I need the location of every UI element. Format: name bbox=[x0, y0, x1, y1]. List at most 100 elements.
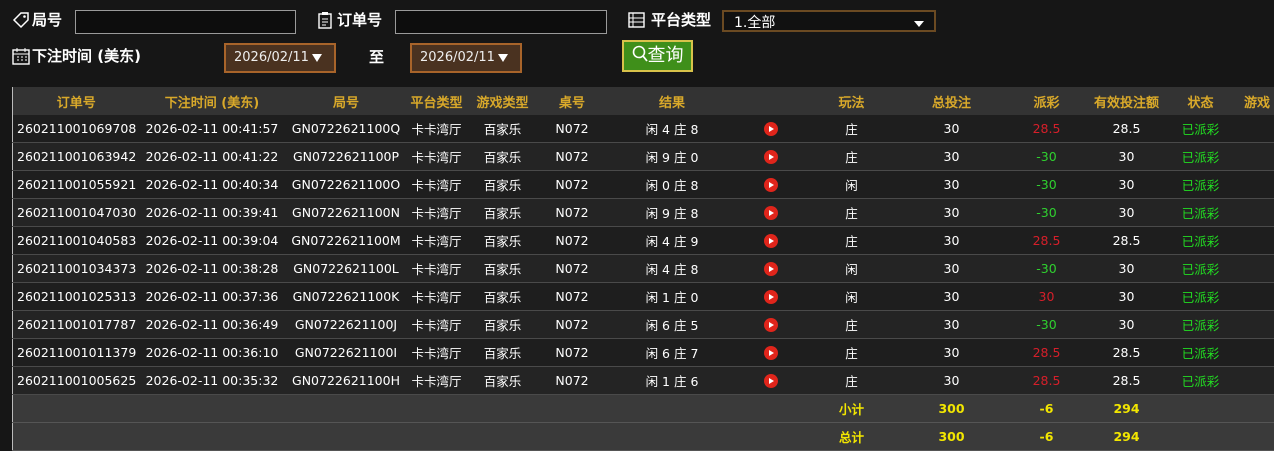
column-header: 游戏类型 bbox=[466, 87, 540, 115]
column-header: 局号 bbox=[285, 87, 408, 115]
cell: 闲 4 庄 9 bbox=[605, 227, 740, 255]
play-icon[interactable] bbox=[764, 234, 778, 248]
column-header: 平台类型 bbox=[408, 87, 466, 115]
cell: GN0722621100Q bbox=[285, 115, 408, 143]
date-to[interactable]: 2026/02/11 bbox=[410, 43, 522, 73]
cell: N072 bbox=[540, 283, 605, 311]
time-label: 下注时间 (美东) bbox=[32, 45, 141, 66]
date-from[interactable]: 2026/02/11 bbox=[224, 43, 336, 73]
cell bbox=[1240, 339, 1274, 367]
icon-header bbox=[740, 87, 802, 115]
cell: 30 bbox=[902, 283, 1002, 311]
cell: N072 bbox=[540, 255, 605, 283]
cell: 卡卡湾厅 bbox=[408, 283, 466, 311]
platform-select[interactable]: 1.全部 bbox=[722, 10, 936, 32]
cell: -30 bbox=[1002, 311, 1092, 339]
cell: 百家乐 bbox=[466, 367, 540, 395]
cell: 2026-02-11 00:41:22 bbox=[140, 143, 285, 171]
cell: 卡卡湾厅 bbox=[408, 227, 466, 255]
cell: 已派彩 bbox=[1162, 143, 1240, 171]
date-from-text: 2026/02/11 bbox=[234, 50, 309, 65]
cell: N072 bbox=[540, 115, 605, 143]
cell: 闲 bbox=[802, 255, 902, 283]
cell: -30 bbox=[1002, 171, 1092, 199]
cell: 30 bbox=[902, 311, 1002, 339]
play-icon[interactable] bbox=[764, 122, 778, 136]
empty-cell bbox=[466, 395, 540, 423]
cell: 庄 bbox=[802, 367, 902, 395]
summary-cell: -6 bbox=[1002, 395, 1092, 423]
search-button[interactable]: 查询 bbox=[622, 40, 693, 72]
summary-cell: -6 bbox=[1002, 423, 1092, 451]
cell: 卡卡湾厅 bbox=[408, 339, 466, 367]
cell: GN0722621100H bbox=[285, 367, 408, 395]
cell: GN0722621100N bbox=[285, 199, 408, 227]
column-header: 游戏 bbox=[1240, 87, 1274, 115]
cell: 已派彩 bbox=[1162, 283, 1240, 311]
empty-cell bbox=[1240, 395, 1274, 423]
empty-cell bbox=[140, 423, 285, 451]
round-input[interactable] bbox=[75, 10, 296, 34]
cell bbox=[1240, 199, 1274, 227]
doc-icon bbox=[317, 11, 333, 29]
round-label: 局号 bbox=[32, 9, 62, 30]
empty-cell bbox=[740, 395, 802, 423]
cell bbox=[1240, 255, 1274, 283]
cell: 卡卡湾厅 bbox=[408, 171, 466, 199]
play-icon[interactable] bbox=[764, 206, 778, 220]
cell: 2026-02-11 00:36:49 bbox=[140, 311, 285, 339]
cell bbox=[1240, 311, 1274, 339]
cell: 百家乐 bbox=[466, 255, 540, 283]
cell: GN0722621100O bbox=[285, 171, 408, 199]
summary-cell: 294 bbox=[1092, 395, 1162, 423]
play-icon[interactable] bbox=[764, 318, 778, 332]
select-arrow bbox=[914, 21, 924, 27]
cell: 260211001047030 bbox=[13, 199, 140, 227]
icon-cell bbox=[740, 171, 802, 199]
order-input[interactable] bbox=[395, 10, 607, 34]
column-header: 结果 bbox=[605, 87, 740, 115]
cell: 30 bbox=[902, 171, 1002, 199]
date-arrow bbox=[312, 54, 322, 62]
cell: N072 bbox=[540, 171, 605, 199]
search-text: 查询 bbox=[648, 45, 684, 66]
cell: 卡卡湾厅 bbox=[408, 367, 466, 395]
column-header: 桌号 bbox=[540, 87, 605, 115]
cell: 260211001025313 bbox=[13, 283, 140, 311]
play-icon[interactable] bbox=[764, 346, 778, 360]
empty-cell bbox=[740, 423, 802, 451]
cell: 庄 bbox=[802, 311, 902, 339]
play-icon[interactable] bbox=[764, 150, 778, 164]
cell: 30 bbox=[1092, 199, 1162, 227]
cell: 闲 bbox=[802, 171, 902, 199]
cell: 已派彩 bbox=[1162, 339, 1240, 367]
cell: 28.5 bbox=[1092, 115, 1162, 143]
cell bbox=[1240, 227, 1274, 255]
cell: 30 bbox=[902, 339, 1002, 367]
empty-cell bbox=[1162, 395, 1240, 423]
cell: 260211001040583 bbox=[13, 227, 140, 255]
play-icon[interactable] bbox=[764, 290, 778, 304]
cell: N072 bbox=[540, 227, 605, 255]
cell: 百家乐 bbox=[466, 339, 540, 367]
cell: GN0722621100I bbox=[285, 339, 408, 367]
platform-value: 1.全部 bbox=[734, 15, 775, 31]
calendar-icon bbox=[12, 47, 30, 65]
play-icon[interactable] bbox=[764, 262, 778, 276]
cell: 28.5 bbox=[1092, 367, 1162, 395]
cell: 闲 9 庄 8 bbox=[605, 199, 740, 227]
cell: 闲 4 庄 8 bbox=[605, 115, 740, 143]
cell: 2026-02-11 00:37:36 bbox=[140, 283, 285, 311]
column-header: 总投注 bbox=[902, 87, 1002, 115]
play-icon[interactable] bbox=[764, 374, 778, 388]
play-icon[interactable] bbox=[764, 178, 778, 192]
icon-cell bbox=[740, 311, 802, 339]
cell: 已派彩 bbox=[1162, 199, 1240, 227]
cell: 闲 4 庄 8 bbox=[605, 255, 740, 283]
